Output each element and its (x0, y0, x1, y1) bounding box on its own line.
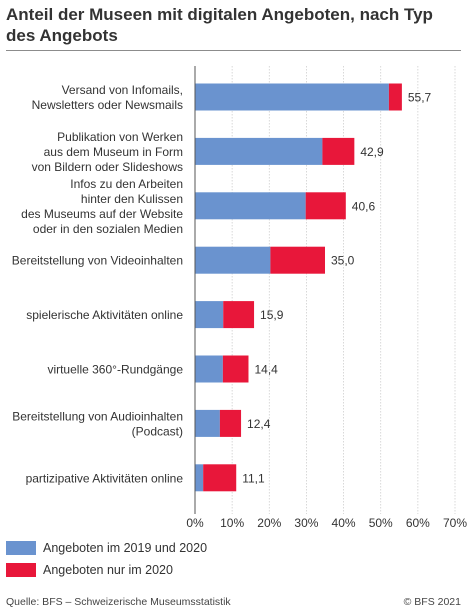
category-label-line: Bereitstellung von Audioinhalten (12, 409, 183, 423)
copyright-note: © BFS 2021 (403, 596, 461, 608)
bar-segment-2020 (305, 192, 346, 220)
data-label: 15,9 (260, 308, 284, 322)
bar-segment-2019-2020 (195, 464, 204, 492)
category-label-line: Bereitstellung von Videoinhalten (12, 254, 183, 268)
legend-label-2020: Angeboten nur im 2020 (43, 563, 173, 577)
category-label-line: (Podcast) (132, 424, 183, 438)
category-label: partizipative Aktivitäten online (26, 471, 184, 485)
bar-segment-2019-2020 (195, 409, 220, 437)
x-tick-label: 10% (220, 516, 244, 530)
category-label-line: von Bildern oder Slideshows (32, 160, 183, 174)
bar-segment-2020 (223, 301, 255, 329)
x-tick-label: 50% (369, 516, 393, 530)
category-label: Bereitstellung von Videoinhalten (12, 254, 183, 268)
category-label-line: Infos zu den Arbeiten (70, 177, 183, 191)
bar-segment-2019-2020 (195, 355, 223, 383)
category-label-line: partizipative Aktivitäten online (26, 471, 184, 485)
footer: Quelle: BFS – Schweizerische Museumsstat… (6, 596, 461, 610)
category-label-line: Versand von Infomails, (62, 83, 183, 97)
bar-segment-2020 (222, 355, 249, 383)
bar-segment-2019-2020 (195, 301, 224, 329)
legend-swatch-2020 (6, 563, 36, 577)
data-label: 35,0 (331, 254, 355, 268)
category-label: Publikation von Werken aus dem Museum in … (32, 130, 183, 174)
category-label-line: aus dem Museum in Form (44, 145, 183, 159)
bar-segment-2019-2020 (195, 246, 271, 274)
legend-label-2019-2020: Angeboten im 2019 und 2020 (43, 541, 208, 555)
x-tick-label: 70% (443, 516, 467, 530)
legend-swatch-2019-2020 (6, 541, 36, 555)
category-label-line: virtuelle 360°-Rundgänge (47, 363, 183, 377)
data-label: 12,4 (247, 417, 271, 431)
category-label-line: hinter den Kulissen (81, 192, 183, 206)
category-label-line: Publikation von Werken (57, 130, 183, 144)
chart-title: Anteil der Museen mit digitalen Angebote… (6, 5, 433, 45)
bar-segment-2019-2020 (195, 192, 306, 220)
bar-segment-2020 (203, 464, 237, 492)
data-label: 11,1 (242, 471, 265, 485)
data-label: 55,7 (408, 91, 432, 105)
bar-segment-2019-2020 (195, 83, 389, 111)
category-label-line: des Museums auf der Website (21, 207, 183, 221)
bar-segment-2019-2020 (195, 137, 323, 165)
data-label: 42,9 (360, 145, 384, 159)
x-tick-label: 60% (406, 516, 430, 530)
title-divider (6, 50, 461, 51)
data-label: 40,6 (352, 199, 376, 213)
bar-segment-2020 (219, 409, 242, 437)
bar-segment-2020 (322, 137, 355, 165)
data-label: 14,4 (254, 363, 278, 377)
x-tick-label: 0% (186, 516, 204, 530)
bar-segment-2020 (388, 83, 402, 111)
bar-chart: 0% 10% 20% 30% 40% 50% 60% 70% 55,7 Versand von I… (12, 66, 467, 530)
category-label: Infos zu den Arbeiten hinter den Kulissen… (21, 177, 183, 236)
source-note: Quelle: BFS – Schweizerische Museumsstat… (6, 596, 231, 608)
category-label: Bereitstellung von Audioinhalten (Podcast… (12, 409, 183, 438)
category-label: spielerische Aktivitäten online (26, 308, 183, 322)
category-label-line: oder in den sozialen Medien (33, 222, 183, 236)
category-label-line: Newsletters oder Newsmails (32, 98, 183, 112)
x-tick-label: 20% (257, 516, 281, 530)
category-label: virtuelle 360°-Rundgänge (47, 363, 183, 377)
bar-segment-2020 (270, 246, 325, 274)
category-label: Versand von Infomails, Newsletters oder N… (32, 83, 183, 112)
category-label-line: spielerische Aktivitäten online (26, 308, 183, 322)
x-tick-label: 30% (294, 516, 318, 530)
x-tick-label: 40% (332, 516, 356, 530)
